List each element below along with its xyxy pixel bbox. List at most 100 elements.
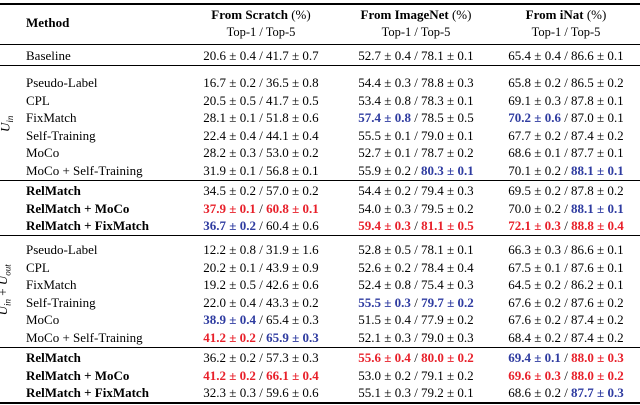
second-value: 57.4 ± 0.8 [358,110,411,126]
value-text: 28.2 ± 0.3 / 53.0 ± 0.2 [203,145,319,161]
method-name: MoCo [26,145,60,161]
col-title: From iNat [525,7,584,22]
second-value: 79.7 ± 0.2 [421,294,474,310]
value-text: 52.4 ± 0.8 / 75.4 ± 0.3 [358,277,474,293]
best-value: 59.4 ± 0.3 [358,218,411,234]
col-header-inat: From iNat (%) [526,6,607,23]
value-cell: 69.4 ± 0.1 / 88.0 ± 0.3 [508,349,623,366]
value-cell: 20.2 ± 0.1 / 43.9 ± 0.9 [203,259,318,276]
col-unit: (%) [451,7,472,22]
value-cell: 19.2 ± 0.5 / 42.6 ± 0.6 [203,276,318,293]
method-name: FixMatch [26,277,77,293]
best-value: 55.6 ± 0.4 [358,350,411,365]
value-text: 55.1 ± 0.3 / 79.2 ± 0.1 [358,385,474,401]
value-text: 52.6 ± 0.2 / 78.4 ± 0.4 [358,259,474,275]
value-cell: 52.6 ± 0.2 / 78.4 ± 0.4 [358,259,473,276]
value-cell: 51.5 ± 0.4 / 77.9 ± 0.2 [358,311,473,328]
value-text: / [560,218,572,234]
col-header-scratch: From Scratch (%) [211,6,310,23]
value-text: / [410,218,422,234]
value-text: 70.0 ± 0.2 / [508,200,572,216]
col-unit: (%) [586,7,607,22]
value-cell: 72.1 ± 0.3 / 88.8 ± 0.4 [508,217,623,234]
value-cell: 70.1 ± 0.2 / 88.1 ± 0.1 [508,162,623,179]
value-cell: 67.5 ± 0.1 / 87.6 ± 0.1 [508,259,623,276]
group-label-subscript: in [5,115,15,123]
method-name: MoCo [26,312,60,328]
value-cell: 55.6 ± 0.4 / 80.0 ± 0.2 [358,349,473,366]
value-text: 55.9 ± 0.2 / [358,163,422,178]
value-text: 67.7 ± 0.2 / 87.4 ± 0.2 [508,127,624,143]
value-cell: 55.5 ± 0.3 / 79.7 ± 0.2 [358,294,473,311]
value-text: / [255,367,267,383]
value-text: / 60.4 ± 0.6 [255,218,319,234]
method-name: RelMatch [26,183,81,198]
value-text: 52.7 ± 0.1 / 78.7 ± 0.2 [358,145,474,161]
best-value: 41.2 ± 0.2 [203,367,256,383]
value-text: 68.6 ± 0.1 / 87.7 ± 0.1 [508,145,624,161]
value-text: 16.7 ± 0.2 / 36.5 ± 0.8 [203,75,319,90]
method-name: CPL [26,92,50,108]
value-cell: 54.4 ± 0.3 / 78.8 ± 0.3 [358,74,473,91]
value-cell: 16.7 ± 0.2 / 36.5 ± 0.8 [203,74,318,91]
second-value: 88.1 ± 0.1 [571,163,624,178]
uin-mid-rule [0,180,640,181]
value-text: 54.0 ± 0.3 / 79.5 ± 0.2 [358,200,474,216]
value-cell: 41.2 ± 0.2 / 65.9 ± 0.3 [203,329,318,346]
group-label-letter: U [0,276,10,285]
value-cell: 59.4 ± 0.3 / 81.1 ± 0.5 [358,217,473,234]
second-value: 65.9 ± 0.3 [266,330,319,345]
value-text: 68.6 ± 0.2 / [508,385,572,401]
best-value: 88.0 ± 0.3 [571,350,624,365]
second-value: 38.9 ± 0.4 [203,312,256,328]
value-cell: 69.1 ± 0.3 / 87.8 ± 0.1 [508,92,623,109]
best-value: 88.0 ± 0.2 [571,367,624,383]
method-header: Method [26,15,70,30]
col-sub-imagenet: Top-1 / Top-5 [381,25,451,39]
value-text: 68.4 ± 0.2 / 87.4 ± 0.2 [508,330,624,345]
method-name: Pseudo-Label [26,75,98,90]
method-name: MoCo + Self-Training [26,163,143,178]
value-cell: 54.0 ± 0.3 / 79.5 ± 0.2 [358,200,473,217]
value-text: / [560,350,572,365]
value-text: 52.8 ± 0.5 / 78.1 ± 0.1 [358,242,474,257]
value-cell: 68.4 ± 0.2 / 87.4 ± 0.2 [508,329,623,346]
value-text: 22.4 ± 0.4 / 44.1 ± 0.4 [203,127,319,143]
value-cell: 28.2 ± 0.3 / 53.0 ± 0.2 [203,144,318,161]
value-text: / 78.5 ± 0.5 [410,110,474,126]
value-text: 67.6 ± 0.2 / 87.4 ± 0.2 [508,312,624,328]
value-cell: 36.2 ± 0.2 / 57.3 ± 0.3 [203,349,318,366]
value-cell: 70.0 ± 0.2 / 88.1 ± 0.1 [508,200,623,217]
header-rule [0,44,640,45]
method-name: Self-Training [26,294,96,310]
value-cell: 37.9 ± 0.1 / 60.8 ± 0.1 [203,200,318,217]
value-cell: 67.6 ± 0.2 / 87.6 ± 0.2 [508,294,623,311]
method-name: Baseline [26,48,71,63]
top-rule [0,3,640,5]
value-cell: 52.4 ± 0.8 / 75.4 ± 0.3 [358,276,473,293]
value-text: / [255,330,267,345]
value-cell: 66.3 ± 0.3 / 86.6 ± 0.1 [508,241,623,258]
group-label-letter: U [0,306,10,315]
value-cell: 67.7 ± 0.2 / 87.4 ± 0.2 [508,127,623,144]
value-text: 69.1 ± 0.3 / 87.8 ± 0.1 [508,92,624,108]
group-label-uin-uout: Uin + Uout [0,264,12,315]
best-value: 81.1 ± 0.5 [421,218,474,234]
second-value: 80.3 ± 0.1 [421,163,474,178]
method-name: FixMatch [26,110,77,126]
value-cell: 55.5 ± 0.1 / 79.0 ± 0.1 [358,127,473,144]
group-label-uin: Uin [0,116,15,132]
method-name: Self-Training [26,127,96,143]
value-cell: 41.2 ± 0.2 / 66.1 ± 0.4 [203,367,318,384]
value-text: 66.3 ± 0.3 / 86.6 ± 0.1 [508,242,624,257]
method-name: RelMatch + MoCo [26,367,130,383]
baseline-rule [0,65,640,66]
value-cell: 36.7 ± 0.2 / 60.4 ± 0.6 [203,217,318,234]
value-text: 65.4 ± 0.4 / 86.6 ± 0.1 [508,48,624,63]
value-cell: 38.9 ± 0.4 / 65.4 ± 0.3 [203,311,318,328]
group-label-subscript: in [2,298,13,306]
value-cell: 32.3 ± 0.3 / 59.6 ± 0.6 [203,384,318,401]
method-name: RelMatch + FixMatch [26,218,149,234]
second-value: 70.2 ± 0.6 [508,110,561,126]
second-value: 69.4 ± 0.1 [508,350,561,365]
